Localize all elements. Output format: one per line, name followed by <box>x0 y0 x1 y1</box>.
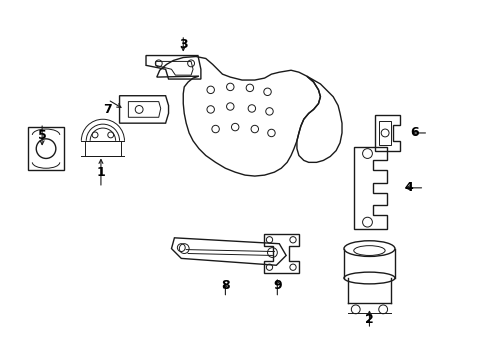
Text: 1: 1 <box>96 166 105 179</box>
Bar <box>28 127 63 170</box>
Text: 9: 9 <box>272 279 281 292</box>
Text: 3: 3 <box>179 38 187 51</box>
Text: 7: 7 <box>103 103 112 116</box>
Bar <box>379 121 390 145</box>
Text: 2: 2 <box>365 312 373 326</box>
Text: 8: 8 <box>221 279 229 292</box>
Text: 5: 5 <box>38 129 46 143</box>
Bar <box>85 141 120 157</box>
Text: 6: 6 <box>409 126 418 139</box>
Text: 4: 4 <box>404 181 412 194</box>
